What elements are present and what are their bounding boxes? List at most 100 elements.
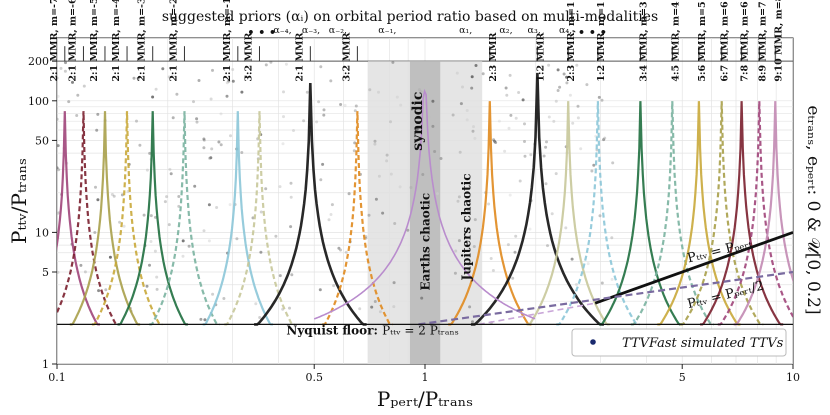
ttv-point <box>547 63 551 67</box>
ttv-point <box>95 128 99 132</box>
ttv-point <box>550 212 554 216</box>
ttv-point <box>219 143 223 147</box>
ttv-point <box>491 269 495 272</box>
ttv-point <box>343 103 347 107</box>
ttv-point <box>576 116 580 120</box>
ttv-point <box>210 147 214 151</box>
ttv-point <box>514 234 518 238</box>
ttv-point <box>199 317 203 321</box>
ttv-point <box>415 127 419 131</box>
ttv-point <box>507 126 511 130</box>
ttv-point <box>315 120 319 124</box>
ttv-point <box>187 244 191 248</box>
nyquist-floor-label: Nyquist floor: Pₜₜᵥ = 2 Pₜᵣₐₙₛ <box>286 323 458 337</box>
ttv-point <box>264 63 268 67</box>
mmr-label: 3:4 MMR, m=3 <box>638 1 649 81</box>
ttv-point <box>592 163 596 167</box>
ttv-point <box>235 237 239 241</box>
prior-ellipsis-left: • • • <box>247 26 276 39</box>
mmr-curve <box>91 111 163 326</box>
ttv-point <box>202 229 206 233</box>
mmr-curve <box>448 101 532 326</box>
ttv-point <box>542 154 546 158</box>
ttv-point <box>57 117 59 121</box>
mmr-curve <box>322 111 393 326</box>
ttv-point <box>565 75 569 79</box>
prior-label: α₃, <box>528 25 541 36</box>
ttv-point <box>57 166 59 170</box>
ttv-point <box>264 187 268 191</box>
ttv-point <box>274 234 278 238</box>
ttv-point <box>377 90 380 94</box>
ttv-point <box>145 284 149 288</box>
ttv-point <box>370 305 374 309</box>
mmr-curve <box>657 101 741 326</box>
ttv-point <box>423 237 427 241</box>
ttv-point <box>377 174 381 178</box>
ttv-point <box>165 195 169 199</box>
ttv-point <box>373 300 377 303</box>
ttv-point <box>389 120 392 124</box>
ttv-point <box>57 144 60 148</box>
ttv-point <box>59 66 63 70</box>
mmr-curve <box>717 101 793 326</box>
ttv-point <box>317 100 321 104</box>
ttv-point <box>521 98 525 102</box>
chart-title: suggested priors (αᵢ) on orbital period … <box>162 9 658 25</box>
ttv-point <box>610 236 614 240</box>
ttv-point <box>352 149 356 153</box>
x-tick-label: 0.1 <box>48 371 66 384</box>
mmr-curve <box>254 82 367 326</box>
ttv-point <box>472 125 475 129</box>
ttv-point <box>585 83 589 87</box>
ttv-point <box>415 320 419 324</box>
ttv-point <box>163 200 167 204</box>
ttv-point <box>321 162 325 166</box>
ttv-point <box>471 129 475 133</box>
ttv-point <box>203 318 207 322</box>
ttv-point <box>258 316 262 319</box>
ttv-point <box>207 203 211 207</box>
ttv-point <box>565 81 569 85</box>
y-tick-label: 200 <box>28 55 49 68</box>
mmr-curve <box>680 101 764 326</box>
ttv-point <box>175 92 179 96</box>
ttv-point <box>470 75 474 79</box>
ttv-point <box>332 284 336 288</box>
ttv-point <box>489 257 493 260</box>
chaotic-bands <box>367 61 483 364</box>
ttv-point <box>439 157 443 160</box>
mmr-label: 8:9 MMR, m=7 <box>757 1 768 81</box>
ttv-point <box>454 249 458 253</box>
ttv-point <box>289 195 293 199</box>
ttv-point <box>104 288 108 292</box>
ttv-point <box>155 287 159 291</box>
ttv-point <box>472 245 476 248</box>
ttv-point <box>57 211 60 215</box>
ttv-point <box>327 218 331 222</box>
ttv-point <box>211 292 215 296</box>
ttv-point <box>493 139 496 143</box>
x-tick-label: 5 <box>679 371 686 384</box>
ttv-point <box>197 79 201 82</box>
ttv-point <box>529 153 533 157</box>
ttv-point <box>455 71 459 75</box>
ttv-point <box>481 72 485 76</box>
ttv-point <box>208 156 212 160</box>
ttv-point <box>574 283 578 286</box>
mmr-curve <box>733 101 793 326</box>
ttv-point <box>392 281 396 285</box>
ttv-point <box>225 94 229 98</box>
ttv-point <box>240 90 244 94</box>
ttv-point <box>600 98 604 102</box>
ttv-point <box>431 124 435 128</box>
ttv-point <box>545 140 548 144</box>
synodic-label: synodic <box>410 92 426 151</box>
ttv-point <box>151 95 155 99</box>
legend-entry: TTVFast simulated TTVs <box>622 336 784 351</box>
ttv-point <box>149 214 153 218</box>
prior-label: α₋₁, <box>378 25 396 36</box>
ttv-point <box>544 145 548 149</box>
mmr-label: 9:10 MMR, m=8 <box>773 0 784 82</box>
ttv-point <box>453 271 457 275</box>
